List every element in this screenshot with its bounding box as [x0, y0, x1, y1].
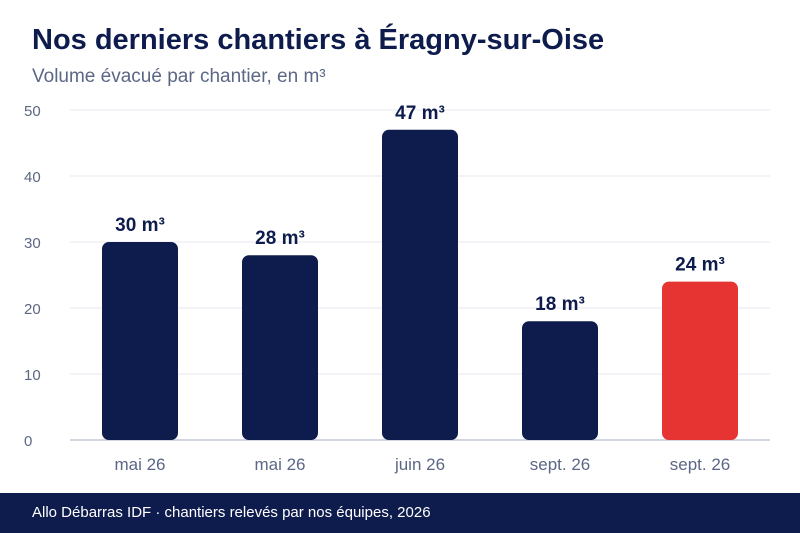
chart-title: Nos derniers chantiers à Éragny-sur-Oise: [32, 24, 605, 56]
data-label: 47 m³: [395, 103, 445, 124]
x-tick-label: mai 26: [114, 455, 165, 474]
bar: [662, 281, 738, 440]
data-label: 18 m³: [535, 294, 585, 315]
bar: [522, 321, 598, 440]
data-label: 28 m³: [255, 228, 305, 249]
data-label: 24 m³: [675, 255, 725, 276]
bar-chart: 0 10 20 30 40 50 30 m³ 28 m³ 47 m³ 18 m³ 24 m³ ma…: [24, 103, 770, 474]
chart-subtitle: Volume évacué par chantier, en m³: [32, 66, 326, 87]
footer-source: Allo Débarras IDF · chantiers relevés pa…: [32, 504, 431, 521]
y-tick-label: 30: [24, 235, 41, 252]
y-tick-label: 40: [24, 169, 41, 186]
bar: [102, 242, 178, 440]
data-labels: 30 m³ 28 m³ 47 m³ 18 m³ 24 m³: [115, 103, 725, 315]
y-tick-label: 50: [24, 103, 41, 120]
y-tick-label: 0: [24, 433, 32, 450]
y-axis-ticks: 0 10 20 30 40 50: [24, 103, 41, 450]
bars: [102, 129, 738, 441]
x-tick-label: sept. 26: [670, 455, 731, 474]
bar: [242, 255, 318, 440]
x-axis-ticks: mai 26 mai 26 juin 26 sept. 26 sept. 26: [114, 455, 730, 474]
x-tick-label: juin 26: [394, 455, 445, 474]
bar: [382, 129, 458, 441]
x-tick-label: sept. 26: [530, 455, 591, 474]
x-tick-label: mai 26: [254, 455, 305, 474]
footer-bar: Allo Débarras IDF · chantiers relevés pa…: [0, 493, 800, 533]
data-label: 30 m³: [115, 215, 165, 236]
y-tick-label: 20: [24, 301, 41, 318]
y-tick-label: 10: [24, 367, 41, 384]
